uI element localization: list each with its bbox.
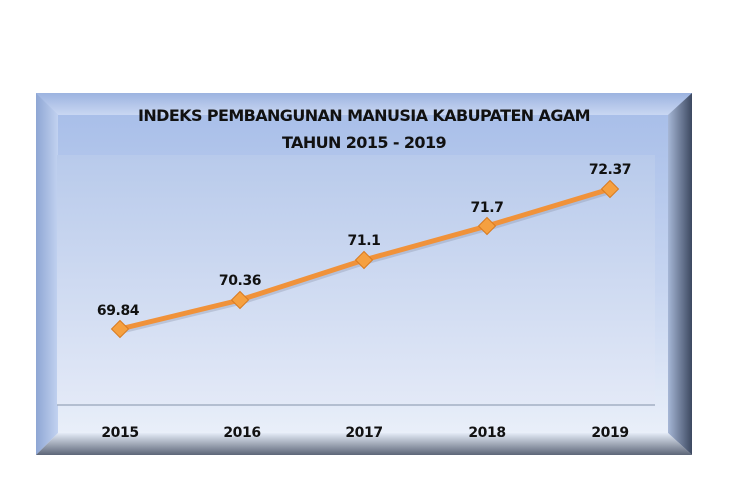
marker-2015 xyxy=(110,319,130,339)
x-tick-2019: 2019 xyxy=(591,425,629,441)
plot-area xyxy=(57,155,655,405)
marker-2019 xyxy=(600,179,620,199)
chart-title: INDEKS PEMBANGUNAN MANUSIA KABUPATEN AGA… xyxy=(138,106,591,125)
marker-2017 xyxy=(354,250,374,270)
marker-2016 xyxy=(230,290,250,310)
chart-canvas xyxy=(36,93,692,455)
chart-subtitle: TAHUN 2015 - 2019 xyxy=(281,133,447,152)
data-label-2019: 72.37 xyxy=(588,162,632,178)
data-label-2018: 71.7 xyxy=(470,200,504,216)
data-label-2016: 70.36 xyxy=(218,273,262,289)
marker-2018 xyxy=(477,216,497,236)
x-tick-2017: 2017 xyxy=(345,425,383,441)
x-tick-2018: 2018 xyxy=(468,425,506,441)
data-label-2015: 69.84 xyxy=(96,303,140,319)
data-markers xyxy=(110,179,620,339)
data-label-2017: 71.1 xyxy=(347,233,381,249)
x-tick-2016: 2016 xyxy=(223,425,261,441)
chart-frame: INDEKS PEMBANGUNAN MANUSIA KABUPATEN AGA… xyxy=(36,93,692,455)
x-tick-2015: 2015 xyxy=(101,425,139,441)
